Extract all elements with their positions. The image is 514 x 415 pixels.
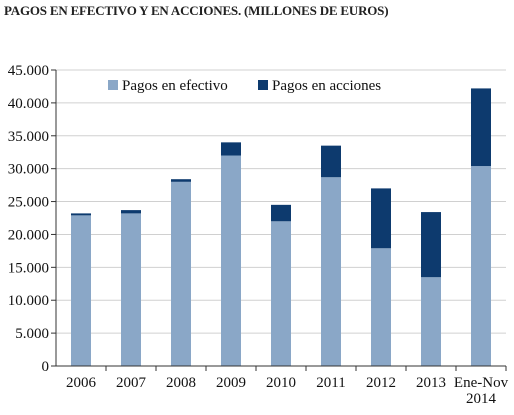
x-axis: 2006 2007 2008 2009 2010 2011 2012 2013 Ene-Nov2… bbox=[56, 365, 509, 407]
bar-pagos-acciones bbox=[471, 88, 491, 167]
chart-title: PAGOS EN EFECTIVO Y EN ACCIONES. (MILLON… bbox=[4, 3, 389, 18]
bar-pagos-acciones bbox=[421, 212, 441, 278]
bar-pagos-efectivo bbox=[471, 166, 491, 366]
bar-pagos-acciones bbox=[371, 188, 391, 249]
bar-pagos-efectivo bbox=[121, 213, 141, 366]
y-tick-label: 10.000 bbox=[8, 293, 49, 309]
bar-pagos-efectivo bbox=[421, 277, 441, 366]
bar-pagos-efectivo bbox=[171, 181, 191, 366]
x-tick-label: 2009 bbox=[216, 375, 246, 391]
legend-swatch bbox=[258, 80, 268, 90]
y-tick-label: 40.000 bbox=[8, 96, 49, 112]
bar-pagos-acciones bbox=[121, 210, 141, 214]
bar-pagos-efectivo bbox=[71, 215, 91, 366]
y-tick-label: 35.000 bbox=[8, 129, 49, 145]
x-tick-label: 2012 bbox=[366, 375, 396, 391]
legend-label: Pagos en efectivo bbox=[122, 78, 228, 94]
y-tick-label: 45.000 bbox=[8, 63, 49, 79]
bar-pagos-acciones bbox=[71, 213, 91, 216]
y-tick-label: 0 bbox=[42, 359, 50, 375]
bar-pagos-efectivo bbox=[371, 248, 391, 366]
y-tick-label: 30.000 bbox=[8, 162, 49, 178]
legend-label: Pagos en acciones bbox=[272, 78, 381, 94]
x-tick-label: 2011 bbox=[316, 375, 345, 391]
y-tick-label: 20.000 bbox=[8, 227, 49, 243]
x-tick-label: 2013 bbox=[416, 375, 446, 391]
bars bbox=[71, 88, 491, 366]
bar-pagos-efectivo bbox=[321, 177, 341, 366]
bar-pagos-efectivo bbox=[271, 221, 291, 366]
x-tick-label: 2007 bbox=[116, 375, 147, 391]
y-tick-label: 5.000 bbox=[15, 326, 49, 342]
legend: Pagos en efectivo Pagos en acciones bbox=[108, 78, 381, 94]
bar-pagos-acciones bbox=[321, 145, 341, 178]
y-tick-label: 25.000 bbox=[8, 195, 49, 211]
x-tick-label: Ene-Nov bbox=[454, 375, 509, 391]
x-tick-label: 2014 bbox=[466, 391, 497, 407]
x-tick-label: 2008 bbox=[166, 375, 196, 391]
bar-pagos-acciones bbox=[271, 204, 291, 222]
x-tick-label: 2010 bbox=[266, 375, 296, 391]
y-axis: 0 5.000 10.000 15.000 20.000 25.000 30.000 35.0… bbox=[8, 63, 57, 375]
y-tick-label: 15.000 bbox=[8, 260, 49, 276]
legend-swatch bbox=[108, 80, 118, 90]
bar-pagos-efectivo bbox=[221, 155, 241, 366]
x-tick-label: 2006 bbox=[66, 375, 97, 391]
bar-pagos-acciones bbox=[221, 142, 241, 156]
bar-pagos-acciones bbox=[171, 179, 191, 182]
